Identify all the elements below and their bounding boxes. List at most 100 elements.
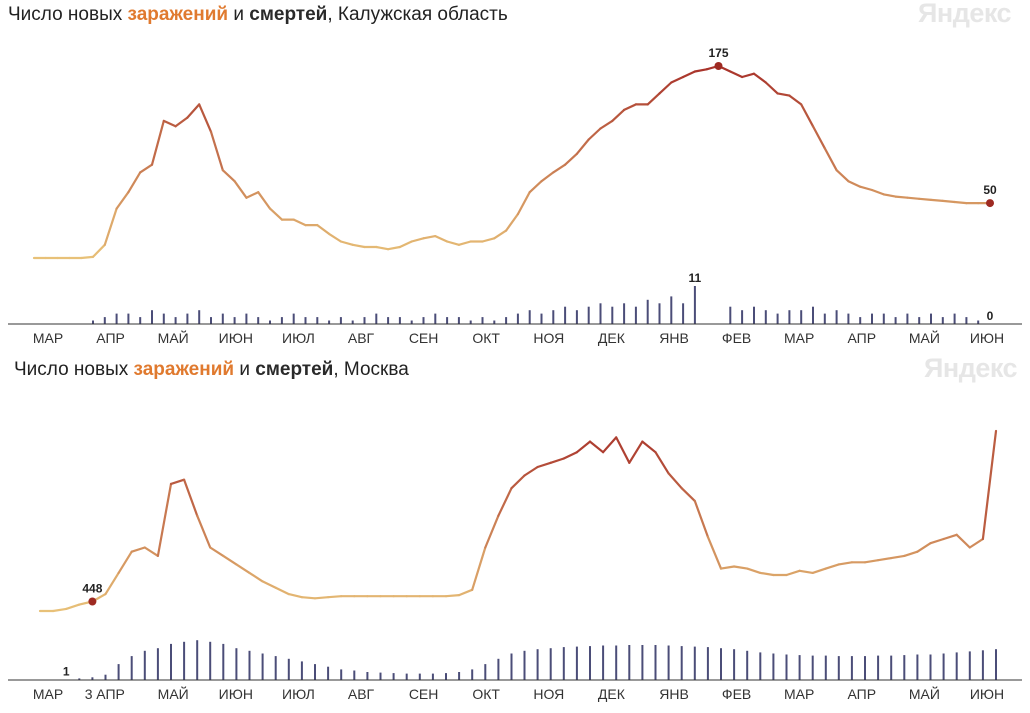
value-annotation-label: 175 <box>708 46 728 60</box>
infections-line-segment <box>471 546 487 591</box>
infections-line-segment <box>117 550 133 574</box>
infections-line-segment <box>788 94 803 106</box>
deaths-bar <box>575 310 578 324</box>
month-tick-label: СЕН <box>409 330 439 346</box>
deaths-bar <box>471 669 474 680</box>
deaths-bar <box>941 317 944 324</box>
infections-line-segment <box>313 596 330 600</box>
deaths-bar <box>871 313 873 324</box>
deaths-bar <box>422 317 425 324</box>
deaths-bar <box>170 643 172 680</box>
infections-line-segment <box>800 103 815 128</box>
deaths-bar <box>693 646 696 680</box>
infections-line-segment <box>481 237 496 243</box>
deaths-bar <box>682 303 685 324</box>
deaths-bar <box>634 306 637 324</box>
month-tick-label: МАР <box>784 686 814 702</box>
infections-line-segment <box>444 594 461 598</box>
month-tick-label: ФЕВ <box>722 330 751 346</box>
infections-line-segment <box>646 92 661 106</box>
infections-line-segment <box>903 550 919 557</box>
deaths-bar <box>658 303 661 324</box>
infections-line-segment <box>811 567 827 574</box>
deaths-bar <box>693 286 696 324</box>
infections-line-segment <box>785 569 801 577</box>
deaths-bar <box>245 313 248 324</box>
infections-line-segment <box>536 461 552 469</box>
infections-line-segment <box>196 514 212 549</box>
infections-line-segment <box>835 169 850 183</box>
infections-line-segment <box>209 130 224 172</box>
deaths-bar <box>929 654 932 680</box>
infections-line-segment <box>658 81 673 95</box>
infections-line-segment <box>870 188 885 196</box>
deaths-bar <box>274 656 277 680</box>
deaths-bar <box>497 658 500 680</box>
infections-line-segment <box>91 243 106 258</box>
deaths-bar <box>392 673 395 680</box>
deaths-bar <box>772 653 775 680</box>
value-annotation-label: 50 <box>983 183 997 197</box>
deaths-bar <box>753 306 755 324</box>
infections-line-segment <box>103 207 118 246</box>
infections-line-segment <box>599 119 614 130</box>
deaths-bar <box>942 653 945 680</box>
deaths-bar <box>965 317 968 324</box>
month-tick-label: МАЙ <box>158 685 189 702</box>
infections-line-segment <box>611 108 626 123</box>
infections-line-segment <box>667 472 683 490</box>
deaths-bar <box>505 317 508 324</box>
deaths-bar <box>261 653 264 680</box>
deaths-bar <box>906 313 909 324</box>
month-tick-label: СЕН <box>409 686 439 702</box>
infections-line-segment <box>752 72 767 84</box>
month-tick-label: НОЯ <box>533 330 564 346</box>
infections-line-segment <box>587 127 602 141</box>
deaths-bar <box>139 317 142 324</box>
deaths-bar <box>210 317 212 324</box>
infections-line-segment <box>245 191 260 199</box>
deaths-bar <box>812 306 814 324</box>
deaths-bar <box>469 320 472 324</box>
deaths-bar <box>615 645 618 680</box>
infections-line-segment <box>654 451 670 475</box>
infections-line-segment <box>209 546 225 557</box>
infections-line-segment <box>732 565 749 570</box>
month-tick-label: ИЮН <box>970 330 1004 346</box>
deaths-bar <box>287 658 290 680</box>
month-tick-label: ДЕК <box>598 686 626 702</box>
deaths-bar <box>510 653 513 680</box>
infections-line-segment <box>183 478 199 517</box>
deaths-bar <box>894 317 897 324</box>
value-marker <box>88 597 97 606</box>
infections-line-segment <box>882 193 897 198</box>
deaths-bar <box>481 317 484 324</box>
infections-line-segment <box>222 554 238 566</box>
deaths-bar <box>434 313 437 324</box>
deaths-bar <box>628 645 631 680</box>
infections-line-segment <box>563 152 579 166</box>
infections-line-segment <box>942 533 958 541</box>
month-tick-label: ИЮН <box>219 330 253 346</box>
infections-line-segment <box>510 474 526 490</box>
infections-line-segment <box>759 571 775 577</box>
deaths-bar <box>670 296 673 324</box>
deaths-bar <box>493 320 496 324</box>
infections-line-segment <box>104 571 120 596</box>
deaths-bar <box>729 306 732 324</box>
infections-line-segment <box>681 70 697 79</box>
deaths-bar <box>379 672 382 680</box>
deaths-bar <box>78 678 81 680</box>
infections-line-segment <box>955 533 971 549</box>
month-tick-label: МАР <box>33 686 63 702</box>
infections-line-segment <box>351 243 366 249</box>
deaths-bar <box>92 320 94 324</box>
deaths-bar <box>103 317 106 324</box>
deaths-bar <box>564 306 567 324</box>
infections-line-segment <box>823 147 838 172</box>
infections-line-segment <box>876 557 893 562</box>
infections-line-segment <box>186 103 201 119</box>
deaths-bar <box>930 313 932 324</box>
infections-line-segment <box>706 535 723 570</box>
infections-line-segment <box>174 116 189 128</box>
